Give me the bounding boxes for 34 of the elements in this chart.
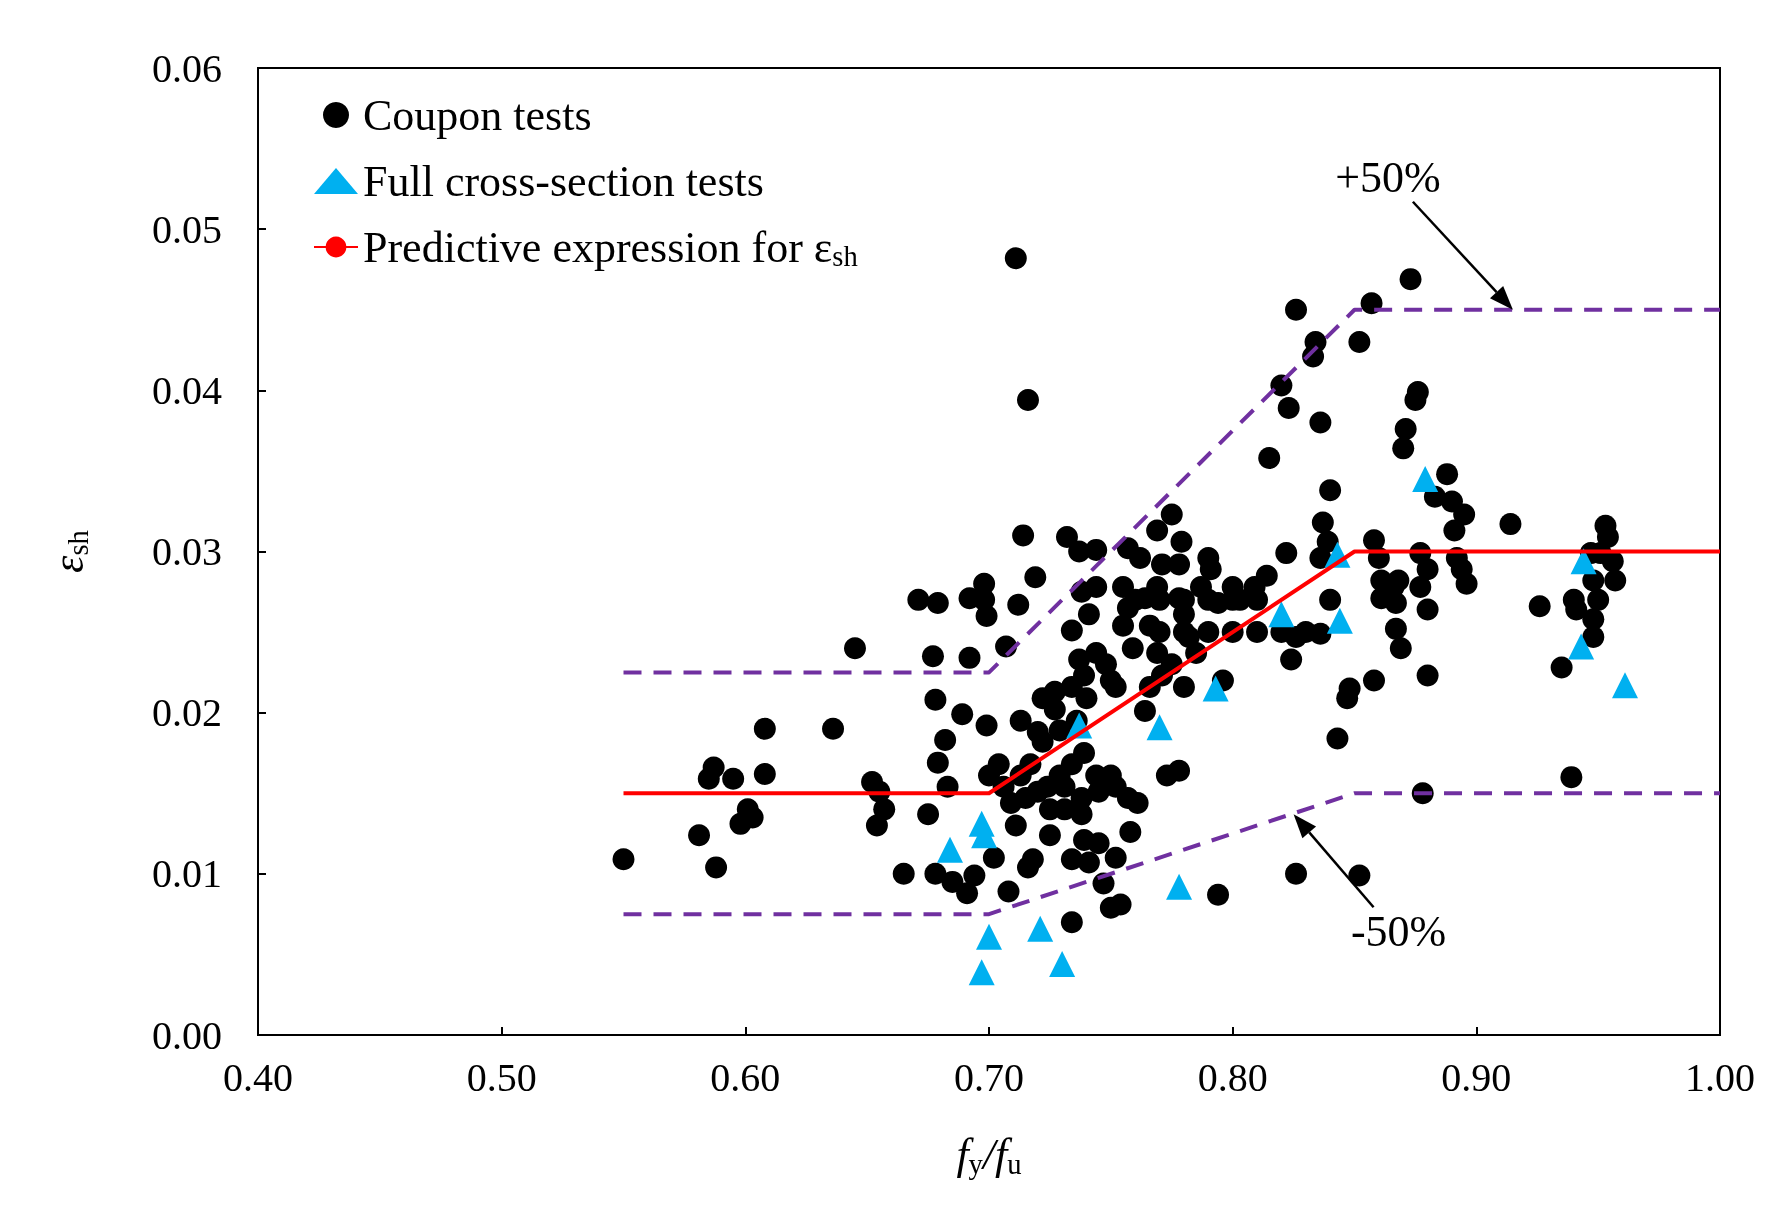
point xyxy=(968,959,995,986)
x-tick-label: 0.50 xyxy=(466,1054,537,1100)
y-tick-label: 0.01 xyxy=(152,851,222,897)
point xyxy=(1027,915,1054,942)
y-axis-title: εsh xyxy=(44,530,94,573)
x-tick-label: 0.60 xyxy=(710,1054,781,1100)
x-tick-label: 0.90 xyxy=(1441,1054,1512,1100)
y-tick-label: 0.04 xyxy=(152,367,222,413)
point xyxy=(1570,548,1597,575)
point xyxy=(1611,672,1638,699)
point xyxy=(1412,465,1439,492)
y-tick-label: 0.05 xyxy=(152,206,222,252)
point xyxy=(937,836,964,863)
point xyxy=(1166,873,1193,900)
legend-label: Full cross-section tests xyxy=(363,156,764,206)
annotation: -50% xyxy=(1350,906,1447,956)
point xyxy=(1568,633,1595,660)
x-tick-label: 0.70 xyxy=(954,1054,1024,1100)
x-tick-label: 1.00 xyxy=(1685,1054,1755,1100)
x-tick-label: 0.40 xyxy=(223,1054,293,1100)
point xyxy=(1326,607,1353,634)
y-tick-label: 0.02 xyxy=(152,690,222,736)
legend-label: Coupon tests xyxy=(363,90,592,140)
y-tick-label: 0.06 xyxy=(152,45,222,91)
x-tick-label: 0.80 xyxy=(1197,1054,1268,1100)
x-axis-title: fy/fu xyxy=(956,1129,1022,1180)
annotation: +50% xyxy=(1335,153,1441,203)
y-tick-label: 0.00 xyxy=(152,1012,222,1058)
point xyxy=(1268,601,1295,628)
point xyxy=(1049,951,1076,978)
y-tick-label: 0.03 xyxy=(152,529,222,574)
point xyxy=(1146,714,1173,741)
point xyxy=(976,923,1002,950)
legend-label: Predictive expression for εsh xyxy=(363,222,858,273)
